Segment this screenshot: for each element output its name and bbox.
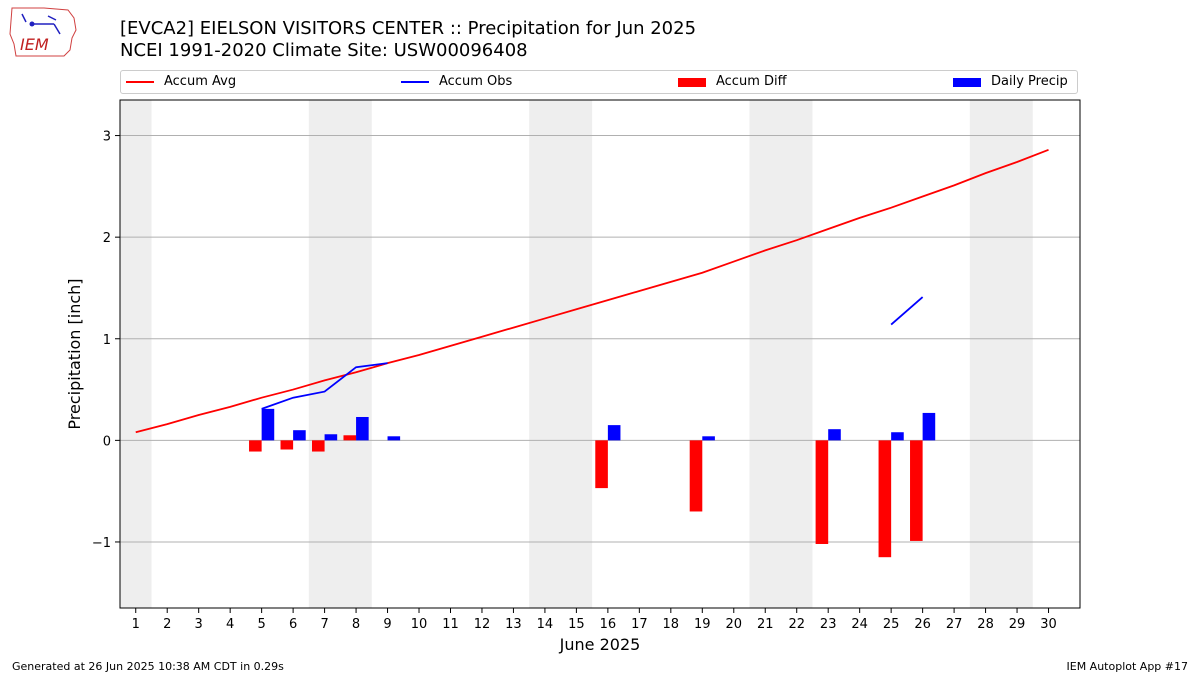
daily-precip-bar (891, 432, 904, 441)
x-axis-label: June 2025 (559, 635, 641, 654)
y-tick-label: −1 (92, 536, 111, 551)
title-line-1: [EVCA2] EIELSON VISITORS CENTER :: Preci… (120, 18, 697, 39)
weekend-band (120, 100, 152, 608)
weekend-band (749, 100, 813, 608)
x-tick-label: 16 (600, 617, 617, 632)
x-tick-label: 27 (946, 617, 963, 632)
x-tick-label: 9 (383, 617, 391, 632)
x-tick-label: 22 (788, 617, 805, 632)
accum-diff-bar (343, 435, 357, 441)
accum-diff-bar (815, 440, 829, 544)
accum-avg-line (135, 148, 1049, 434)
daily-precip-bar (702, 436, 715, 441)
x-tick-label: 26 (914, 617, 931, 632)
x-tick-label: 1 (132, 617, 140, 632)
legend-item-accum-diff: Accum Diff (678, 74, 787, 90)
legend-item-accum-avg: Accum Avg (126, 74, 236, 90)
x-tick-label: 4 (226, 617, 234, 632)
chart-title: [EVCA2] EIELSON VISITORS CENTER :: Preci… (120, 18, 696, 62)
daily-precip-bar (324, 434, 338, 441)
y-tick-label: 3 (103, 130, 111, 145)
accum-obs-line (261, 362, 388, 410)
accum-obs-line (890, 296, 924, 326)
iem-logo: IEM (9, 7, 77, 57)
legend-item-accum-obs: Accum Obs (401, 74, 512, 90)
weekend-band (529, 100, 593, 608)
legend-label: Accum Diff (716, 74, 787, 89)
daily-precip-bar (387, 436, 401, 441)
y-axis-label: Precipitation [inch] (65, 278, 84, 429)
footer-app: IEM Autoplot App #17 (1066, 660, 1189, 673)
accum-diff-bar (595, 440, 608, 489)
x-tick-label: 25 (883, 617, 900, 632)
x-tick-label: 28 (977, 617, 994, 632)
x-tick-label: 29 (1009, 617, 1026, 632)
accum-diff-bar (878, 440, 892, 558)
legend-label: Accum Avg (164, 74, 237, 89)
accum-diff-bar (280, 440, 294, 450)
legend-label: Accum Obs (439, 74, 513, 89)
x-tick-label: 7 (320, 617, 328, 632)
accum-diff-bar (689, 440, 703, 512)
accum-diff-bar (249, 440, 262, 452)
x-tick-label: 13 (505, 617, 522, 632)
logo-text: IEM (20, 35, 49, 54)
daily-precip-bar (293, 430, 306, 441)
x-tick-label: 15 (568, 617, 585, 632)
x-tick-label: 11 (442, 617, 459, 632)
x-tick-label: 5 (257, 617, 265, 632)
x-tick-label: 10 (411, 617, 428, 632)
x-tick-label: 2 (163, 617, 171, 632)
accum-diff-bar (312, 440, 325, 452)
weekend-shading (120, 100, 1033, 608)
y-tick-label: 0 (103, 434, 111, 449)
footer-generated: Generated at 26 Jun 2025 10:38 AM CDT in… (12, 660, 284, 673)
bars (249, 408, 936, 558)
x-tick-label: 6 (289, 617, 297, 632)
legend-label: Daily Precip (991, 74, 1068, 89)
daily-precip-bar (356, 416, 369, 441)
x-tick-label: 30 (1040, 617, 1057, 632)
accum-diff-bar (910, 440, 923, 541)
plot-frame (119, 99, 1081, 609)
daily-precip-bar (922, 412, 936, 441)
x-tick-label: 17 (631, 617, 648, 632)
daily-precip-bar (607, 425, 621, 441)
daily-precip-bar (828, 429, 841, 441)
x-tick-label: 21 (757, 617, 774, 632)
x-tick-label: 20 (725, 617, 742, 632)
y-tick-label: 2 (103, 231, 111, 246)
legend-swatch (953, 77, 981, 87)
legend-item-daily-precip: Daily Precip (953, 74, 1068, 90)
lines (135, 148, 1049, 434)
x-tick-label: 14 (537, 617, 554, 632)
legend: Accum Avg Accum Obs Accum Diff Daily Pre… (120, 70, 1078, 94)
legend-swatch (401, 81, 429, 83)
weekend-band (969, 100, 1033, 608)
x-tick-label: 24 (851, 617, 868, 632)
x-tick-label: 12 (474, 617, 491, 632)
legend-swatch (126, 81, 154, 83)
x-tick-label: 23 (820, 617, 837, 632)
y-tick-label: 1 (103, 333, 111, 348)
title-line-2: NCEI 1991-2020 Climate Site: USW00096408 (120, 40, 528, 61)
x-tick-label: 3 (195, 617, 203, 632)
x-tick-label: 8 (352, 617, 360, 632)
weekend-band (308, 100, 372, 608)
x-tick-label: 19 (694, 617, 711, 632)
daily-precip-bar (261, 408, 275, 441)
x-tick-label: 18 (663, 617, 680, 632)
legend-swatch (678, 77, 706, 87)
